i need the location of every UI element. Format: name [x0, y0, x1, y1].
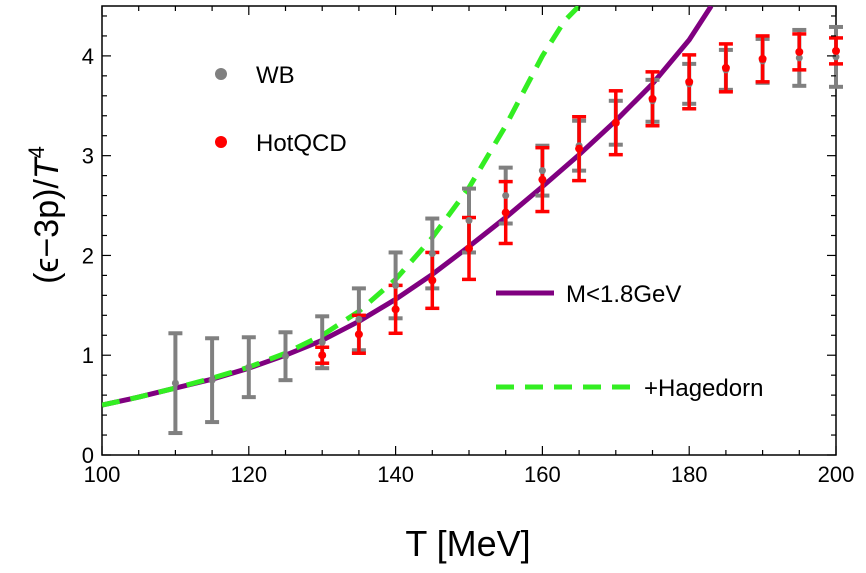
hrg-curve [102, 6, 714, 408]
wb-point [465, 217, 473, 225]
hotqcd-point [318, 351, 327, 360]
axis-ticks: 100 120 140 160 180 200 0 1 2 3 4 [82, 6, 855, 487]
legend-hagedorn-label: +Hagedorn [644, 375, 763, 402]
legend-wb-marker [215, 68, 227, 80]
wb-point [245, 363, 253, 371]
hotqcd-point [354, 330, 363, 339]
y-tick-label: 3 [82, 144, 94, 169]
x-tick-label: 100 [84, 462, 121, 487]
y-tick-label: 1 [82, 343, 94, 368]
wb-point [832, 53, 840, 61]
hotqcd-point [795, 47, 804, 56]
y-axis-label: (ϵ−3p)/T4 [24, 146, 66, 284]
hotqcd-point [501, 208, 510, 217]
hotqcd-point [832, 46, 840, 55]
wb-point [208, 376, 216, 384]
y-tick-label: 0 [82, 443, 94, 468]
y-axis-label-variable: T [28, 156, 66, 179]
hotqcd-point [758, 54, 767, 63]
hotqcd-point [575, 144, 584, 153]
wb-point [795, 54, 803, 62]
wb-point [538, 167, 546, 175]
hotqcd-point [391, 305, 400, 314]
hotqcd-point [611, 118, 620, 127]
hotqcd-point [428, 276, 437, 285]
hotqcd-point [685, 77, 694, 86]
x-tick-label: 180 [671, 462, 708, 487]
y-axis-label-main: (ϵ−3p)/ [28, 179, 66, 284]
wb-point [318, 338, 326, 346]
y-tick-label: 4 [82, 44, 94, 69]
y-axis-label-exponent: 4 [24, 146, 49, 158]
x-tick-label: 160 [524, 462, 561, 487]
wb-point [502, 192, 510, 200]
hotqcd-point [465, 244, 473, 253]
legend-hotqcd-marker [215, 136, 227, 148]
wb-point [171, 379, 179, 387]
x-tick-label: 140 [377, 462, 414, 487]
wb-point [355, 315, 363, 323]
data-points [171, 46, 840, 387]
model-curves [102, 6, 714, 408]
legend-wb-label: WB [256, 62, 295, 89]
hotqcd-point [648, 94, 657, 103]
legend-hrg-label: M<1.8GeV [566, 281, 681, 308]
x-axis-label: T [MeV] [405, 523, 530, 564]
x-tick-label: 120 [230, 462, 267, 487]
wb-point [282, 352, 289, 360]
x-tick-label: 200 [818, 462, 855, 487]
legend: WB HotQCD M<1.8GeV +Hagedorn [215, 62, 763, 402]
hotqcd-point [721, 63, 730, 72]
wb-point [428, 249, 436, 257]
hotqcd-point [538, 175, 547, 184]
y-tick-label: 2 [82, 243, 94, 268]
legend-hotqcd-label: HotQCD [256, 130, 347, 157]
wb-point [392, 281, 400, 289]
